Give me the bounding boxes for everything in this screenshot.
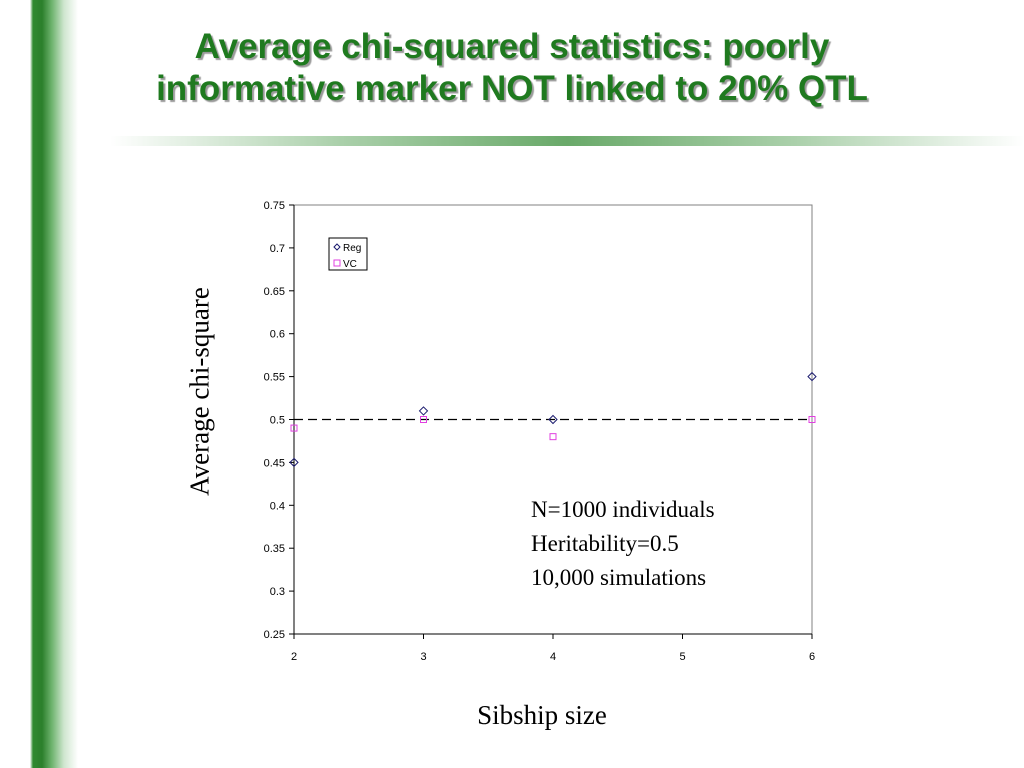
x-axis-label: Sibship size — [477, 700, 607, 730]
x-tick-label: 5 — [679, 651, 685, 663]
chart-annotation: N=1000 individuals Heritability=0.5 10,0… — [531, 493, 715, 595]
y-tick-label: 0.3 — [270, 586, 285, 598]
vc-point — [808, 416, 816, 423]
legend-label-vc: VC — [343, 259, 357, 270]
title-line-1: Average chi-squared statistics: poorly — [194, 27, 830, 66]
x-tick-label: 6 — [809, 651, 815, 663]
y-tick-label: 0.35 — [264, 543, 285, 555]
annotation-line-2: Heritability=0.5 — [531, 531, 679, 556]
y-tick-label: 0.7 — [270, 243, 285, 255]
y-tick-label: 0.75 — [264, 200, 285, 212]
legend-box — [328, 237, 368, 271]
y-tick-label: 0.6 — [270, 329, 285, 341]
annotation-line-3: 10,000 simulations — [531, 565, 707, 590]
legend-label-reg: Reg — [343, 243, 361, 254]
y-tick-label: 0.65 — [264, 286, 285, 298]
slide-title: Average chi-squared statistics: poorly i… — [90, 26, 934, 110]
reg-point — [289, 457, 299, 468]
title-line-2: informative marker NOT linked to 20% QTL — [156, 69, 868, 108]
x-tick-label: 4 — [550, 651, 556, 663]
reg-point — [807, 371, 817, 382]
x-tick-label: 3 — [420, 651, 426, 663]
vc-point — [290, 424, 298, 432]
y-tick-label: 0.45 — [264, 457, 285, 469]
slide-accent-bar — [0, 0, 78, 768]
y-tick-label: 0.5 — [270, 415, 285, 427]
title-divider — [110, 136, 1024, 146]
y-tick-label: 0.55 — [264, 372, 285, 384]
reg-point — [418, 406, 429, 416]
vc-point — [549, 433, 557, 441]
y-axis-label: Average chi-square — [184, 287, 215, 496]
annotation-line-1: N=1000 individuals — [531, 497, 715, 522]
reg-point — [548, 414, 558, 425]
y-tick-label: 0.4 — [270, 500, 285, 512]
vc-point — [420, 416, 427, 423]
legend-marker-vc — [333, 259, 341, 267]
x-tick-label: 2 — [291, 651, 297, 663]
legend-marker-reg — [333, 243, 341, 251]
y-tick-label: 0.25 — [264, 629, 285, 641]
